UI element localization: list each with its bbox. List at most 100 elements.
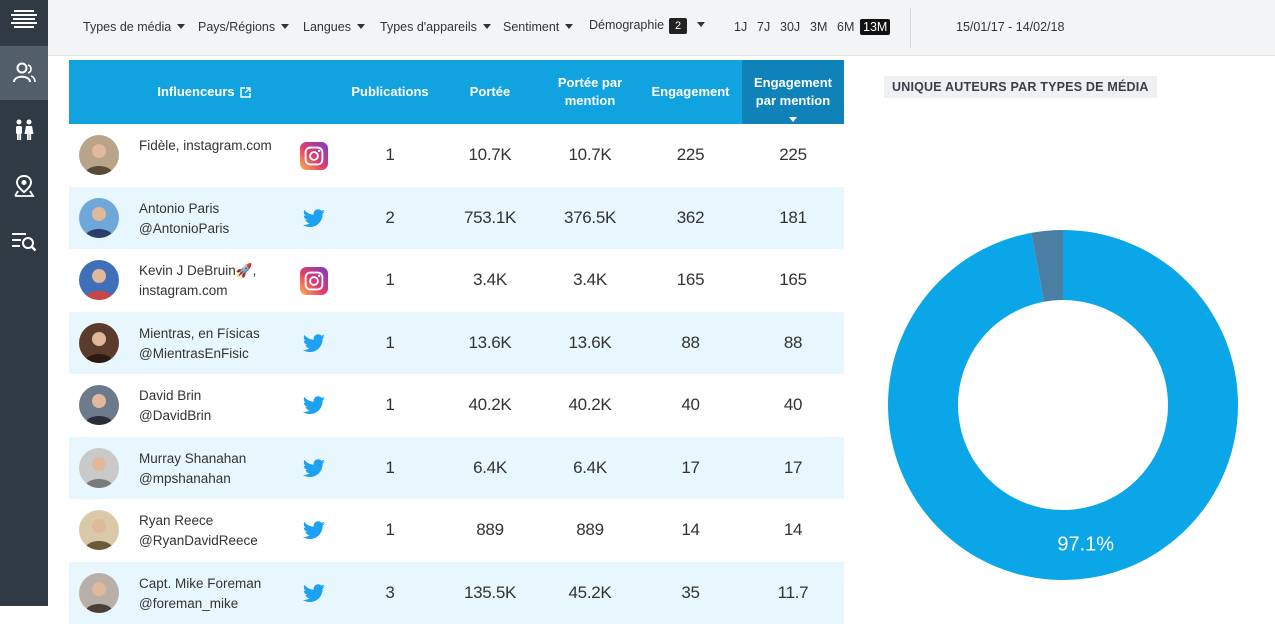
period-30j[interactable]: 30J xyxy=(777,19,803,35)
divider xyxy=(910,8,911,48)
map-pin-icon xyxy=(13,174,35,198)
cell-reach-per-mention: 45.2K xyxy=(540,562,640,624)
filter-languages[interactable]: Langues xyxy=(303,20,365,34)
influencer-name[interactable]: Fidèle, instagram.com xyxy=(139,136,272,156)
avatar[interactable] xyxy=(79,510,119,550)
table-row[interactable]: Fidèle, instagram.com 1 10.7K 10.7K 225 … xyxy=(69,124,844,187)
table-row[interactable]: David Brin @DavidBrin 1 40.2K 40.2K 40 4… xyxy=(69,374,844,437)
instagram-icon[interactable] xyxy=(300,267,328,295)
cell-engagement: 35 xyxy=(640,562,741,624)
instagram-icon[interactable] xyxy=(300,142,328,170)
cell-engagement: 165 xyxy=(640,249,741,311)
people-icon xyxy=(12,118,36,142)
avatar[interactable] xyxy=(79,385,119,425)
influencer-name[interactable]: Kevin J DeBruin🚀, instagram.com xyxy=(139,261,256,301)
date-range-picker[interactable]: 15/01/17 - 14/02/18 xyxy=(956,20,1064,34)
cell-reach: 3.4K xyxy=(440,249,540,311)
header-engagement[interactable]: Engagement xyxy=(640,60,741,124)
cell-engagement: 14 xyxy=(640,499,741,561)
twitter-icon[interactable] xyxy=(300,330,328,358)
avatar[interactable] xyxy=(79,198,119,238)
table-row[interactable]: Capt. Mike Foreman @foreman_mike 3 135.5… xyxy=(69,562,844,624)
filter-sentiment[interactable]: Sentiment xyxy=(503,20,573,34)
header-reach-per-mention[interactable]: Portée par mention xyxy=(540,60,640,124)
period-1j[interactable]: 1J xyxy=(731,19,750,35)
header-publications[interactable]: Publications xyxy=(340,60,440,124)
twitter-icon[interactable] xyxy=(300,205,328,233)
table-row[interactable]: Kevin J DeBruin🚀, instagram.com 1 3.4K 3… xyxy=(69,249,844,312)
cell-reach-per-mention: 889 xyxy=(540,499,640,561)
cell-engagement-per-mention: 17 xyxy=(742,437,844,499)
main-content: Influenceurs Publications Portée Portée … xyxy=(48,56,1275,606)
period-7j[interactable]: 7J xyxy=(754,19,773,35)
influencer-name[interactable]: David Brin @DavidBrin xyxy=(139,386,211,426)
cell-engagement-per-mention: 11.7 xyxy=(742,562,844,624)
cell-reach: 753.1K xyxy=(440,187,540,249)
influencer-name[interactable]: Ryan Reece @RyanDavidReece xyxy=(139,511,258,551)
cell-engagement: 225 xyxy=(640,124,741,186)
cell-reach: 40.2K xyxy=(440,374,540,436)
filter-regions[interactable]: Pays/Régions xyxy=(198,20,289,34)
cell-reach: 6.4K xyxy=(440,437,540,499)
twitter-icon[interactable] xyxy=(300,392,328,420)
table-row[interactable]: Mientras, en Físicas @MientrasEnFisic 1 … xyxy=(69,312,844,375)
influencer-name[interactable]: Antonio Paris @AntonioParis xyxy=(139,199,229,239)
chevron-down-icon xyxy=(281,24,289,29)
sidebar-item-location[interactable] xyxy=(0,159,48,213)
avatar[interactable] xyxy=(79,573,119,613)
twitter-icon[interactable] xyxy=(300,455,328,483)
period-6m[interactable]: 6M xyxy=(834,19,857,35)
table-body: Fidèle, instagram.com 1 10.7K 10.7K 225 … xyxy=(69,124,844,624)
external-link-icon[interactable] xyxy=(240,87,251,98)
cell-publications: 3 xyxy=(340,562,440,624)
cell-reach-per-mention: 40.2K xyxy=(540,374,640,436)
avatar[interactable] xyxy=(79,135,119,175)
chart-title: UNIQUE AUTEURS PAR TYPES DE MÉDIA xyxy=(884,76,1157,98)
table-row[interactable]: Murray Shanahan @mpshanahan 1 6.4K 6.4K … xyxy=(69,437,844,500)
table-row[interactable]: Antonio Paris @AntonioParis 2 753.1K 376… xyxy=(69,187,844,250)
cell-reach: 10.7K xyxy=(440,124,540,186)
twitter-icon[interactable] xyxy=(300,580,328,608)
sort-desc-icon xyxy=(789,117,797,122)
avatar[interactable] xyxy=(79,260,119,300)
cell-reach: 889 xyxy=(440,499,540,561)
cell-reach: 135.5K xyxy=(440,562,540,624)
header-influencers[interactable]: Influenceurs xyxy=(69,60,339,124)
cell-publications: 1 xyxy=(340,374,440,436)
logo-icon[interactable] xyxy=(0,0,48,38)
avatar[interactable] xyxy=(79,323,119,363)
header-engagement-per-mention[interactable]: Engagement par mention xyxy=(742,60,844,124)
sidebar-item-influencers[interactable] xyxy=(0,46,48,100)
donut-chart: 97.1% xyxy=(888,230,1238,580)
chevron-down-icon xyxy=(357,24,365,29)
sidebar-item-search-list[interactable] xyxy=(0,214,48,268)
cell-engagement: 362 xyxy=(640,187,741,249)
cell-engagement-per-mention: 181 xyxy=(742,187,844,249)
table-row[interactable]: Ryan Reece @RyanDavidReece 1 889 889 14 … xyxy=(69,499,844,562)
sidebar-item-demographics[interactable] xyxy=(0,103,48,157)
cell-publications: 1 xyxy=(340,124,440,186)
demographics-count-badge: 2 xyxy=(669,18,687,34)
list-search-icon xyxy=(11,230,37,252)
donut-slice-label: 97.1% xyxy=(1057,533,1114,555)
influencer-name[interactable]: Murray Shanahan @mpshanahan xyxy=(139,449,246,489)
cell-reach-per-mention: 6.4K xyxy=(540,437,640,499)
period-13m[interactable]: 13M xyxy=(860,19,890,35)
avatar[interactable] xyxy=(79,448,119,488)
cell-reach-per-mention: 10.7K xyxy=(540,124,640,186)
filter-devices[interactable]: Types d'appareils xyxy=(380,20,491,34)
cell-publications: 1 xyxy=(340,437,440,499)
chevron-down-icon xyxy=(483,24,491,29)
cell-reach-per-mention: 376.5K xyxy=(540,187,640,249)
user-group-icon xyxy=(12,62,36,84)
header-reach[interactable]: Portée xyxy=(440,60,540,124)
influencer-name[interactable]: Mientras, en Físicas @MientrasEnFisic xyxy=(139,324,260,364)
cell-publications: 1 xyxy=(340,312,440,374)
influencer-name[interactable]: Capt. Mike Foreman @foreman_mike xyxy=(139,574,261,614)
filter-media-types[interactable]: Types de média xyxy=(83,20,185,34)
twitter-icon[interactable] xyxy=(300,517,328,545)
period-3m[interactable]: 3M xyxy=(807,19,830,35)
cell-publications: 1 xyxy=(340,499,440,561)
cell-engagement: 40 xyxy=(640,374,741,436)
